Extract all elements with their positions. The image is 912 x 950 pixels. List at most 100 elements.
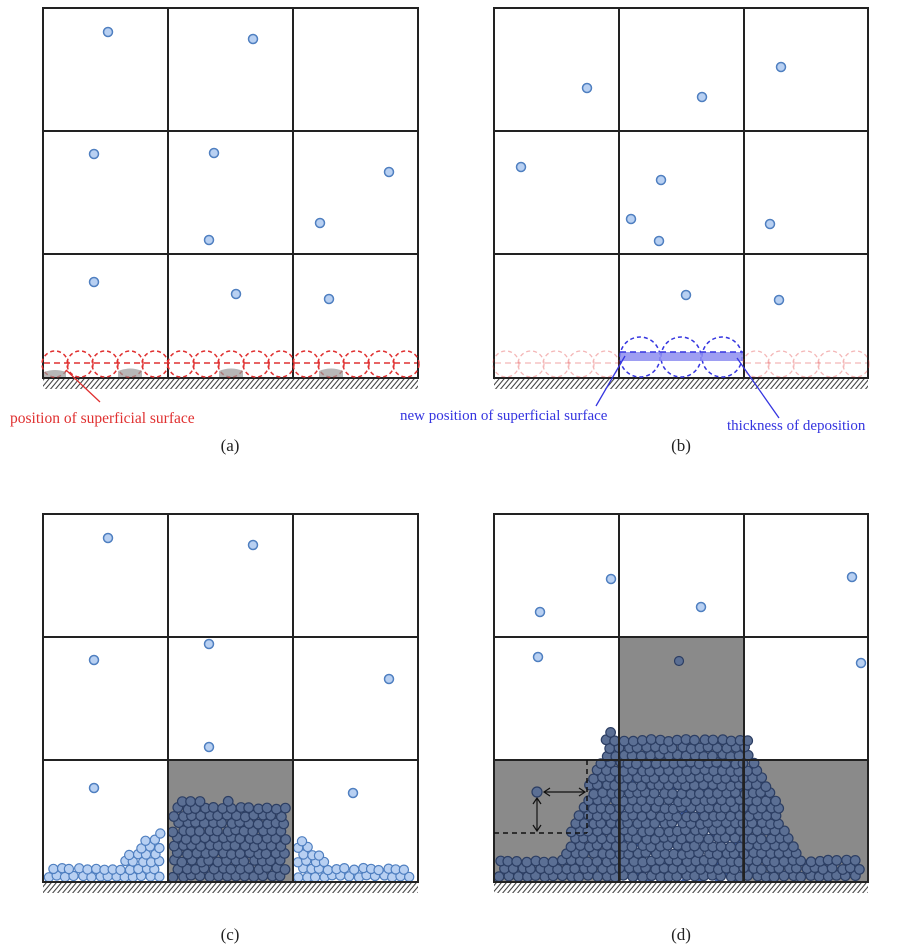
particle bbox=[63, 863, 75, 875]
panel-a-leader-line bbox=[65, 369, 101, 403]
particle bbox=[688, 811, 700, 823]
particle bbox=[194, 796, 206, 807]
particle bbox=[252, 818, 264, 830]
panel-d-particle-in-grey-cell bbox=[673, 655, 685, 667]
particle bbox=[185, 796, 197, 807]
particle bbox=[703, 788, 714, 799]
particle bbox=[779, 825, 790, 837]
particle bbox=[627, 871, 639, 883]
particle bbox=[261, 802, 273, 814]
particle bbox=[637, 871, 649, 883]
particle bbox=[854, 864, 865, 875]
particle bbox=[760, 781, 772, 793]
particle bbox=[618, 735, 630, 747]
particle bbox=[293, 872, 304, 883]
particle bbox=[671, 734, 683, 746]
particle bbox=[637, 856, 649, 868]
panel-a-grid bbox=[42, 7, 419, 379]
particle bbox=[82, 864, 93, 875]
particle bbox=[279, 864, 291, 875]
panel-c-pile-left bbox=[43, 828, 166, 883]
particle bbox=[212, 856, 224, 868]
particle bbox=[626, 841, 638, 853]
particle bbox=[280, 802, 291, 814]
particle bbox=[547, 856, 559, 868]
panel-b-thickness-label: thickness of deposition bbox=[727, 418, 866, 434]
particle bbox=[627, 825, 638, 837]
particle bbox=[627, 735, 639, 747]
particle bbox=[795, 871, 807, 883]
panel-d-caption: (d) bbox=[671, 925, 691, 944]
particle bbox=[167, 826, 179, 838]
panel-a-caption: (a) bbox=[221, 436, 240, 455]
panel-d-reference-particle bbox=[531, 786, 543, 798]
particle bbox=[140, 835, 151, 847]
particle bbox=[605, 727, 616, 738]
particle bbox=[742, 735, 754, 747]
particle bbox=[398, 864, 410, 875]
particle bbox=[788, 841, 799, 853]
particle bbox=[502, 855, 514, 867]
particle bbox=[636, 735, 648, 746]
panel-d-distance-arrows bbox=[532, 787, 587, 833]
particle bbox=[770, 795, 781, 807]
panel-d-ground bbox=[494, 883, 868, 893]
panel-b-new-surface-label: new position of superficial surface bbox=[400, 408, 608, 424]
particle bbox=[313, 850, 325, 861]
panel-b: new position of superficial surface thic… bbox=[400, 7, 870, 455]
particle bbox=[725, 841, 736, 853]
panel-a: position of superficial surface (a) bbox=[10, 7, 420, 455]
particle bbox=[243, 802, 255, 814]
panel-d-distance-box bbox=[494, 760, 588, 834]
particle bbox=[756, 864, 767, 875]
particle bbox=[373, 864, 384, 876]
panel-d: (d) bbox=[493, 513, 869, 944]
particle bbox=[73, 863, 85, 874]
particle bbox=[604, 803, 616, 815]
panel-a-surface-circles bbox=[41, 350, 420, 378]
panel-b-deposition-band bbox=[620, 352, 743, 361]
particle bbox=[48, 863, 59, 875]
particle bbox=[115, 864, 126, 876]
particle bbox=[123, 849, 135, 861]
panel-b-ground bbox=[494, 379, 868, 389]
particle bbox=[511, 856, 523, 867]
particle bbox=[243, 863, 255, 874]
particle bbox=[225, 863, 237, 875]
panel-b-old-surface-circles bbox=[492, 350, 870, 378]
particle bbox=[588, 788, 600, 800]
particle bbox=[239, 811, 251, 823]
particle bbox=[588, 773, 599, 785]
particle bbox=[715, 841, 727, 852]
panel-c-pile-center bbox=[167, 795, 292, 883]
particle bbox=[182, 848, 194, 860]
particle bbox=[222, 795, 234, 807]
panel-a-surface-label: position of superficial surface bbox=[10, 410, 195, 427]
panel-c-caption: (c) bbox=[221, 925, 240, 944]
particle bbox=[703, 833, 715, 845]
panel-c-ground bbox=[43, 883, 418, 893]
panel-a-particles bbox=[88, 26, 395, 305]
particle bbox=[645, 734, 657, 745]
particle bbox=[276, 811, 287, 823]
particle bbox=[707, 734, 719, 746]
particle bbox=[155, 828, 166, 839]
panel-c: (c) bbox=[42, 513, 419, 944]
particle bbox=[805, 856, 817, 868]
particle bbox=[207, 802, 219, 813]
particle bbox=[339, 863, 350, 874]
panel-c-grid bbox=[42, 513, 419, 883]
panel-a-surface-fill bbox=[44, 368, 343, 377]
particle bbox=[176, 856, 188, 868]
panel-c-particles bbox=[88, 532, 395, 799]
panel-b-grid bbox=[493, 7, 869, 379]
particle bbox=[849, 855, 861, 866]
particle bbox=[349, 864, 360, 875]
particle bbox=[280, 834, 292, 845]
panel-d-hatched-outline bbox=[619, 759, 744, 883]
panel-b-thickness-leader bbox=[736, 357, 780, 419]
particle bbox=[725, 735, 737, 747]
particle bbox=[193, 825, 205, 837]
particle bbox=[296, 836, 308, 847]
